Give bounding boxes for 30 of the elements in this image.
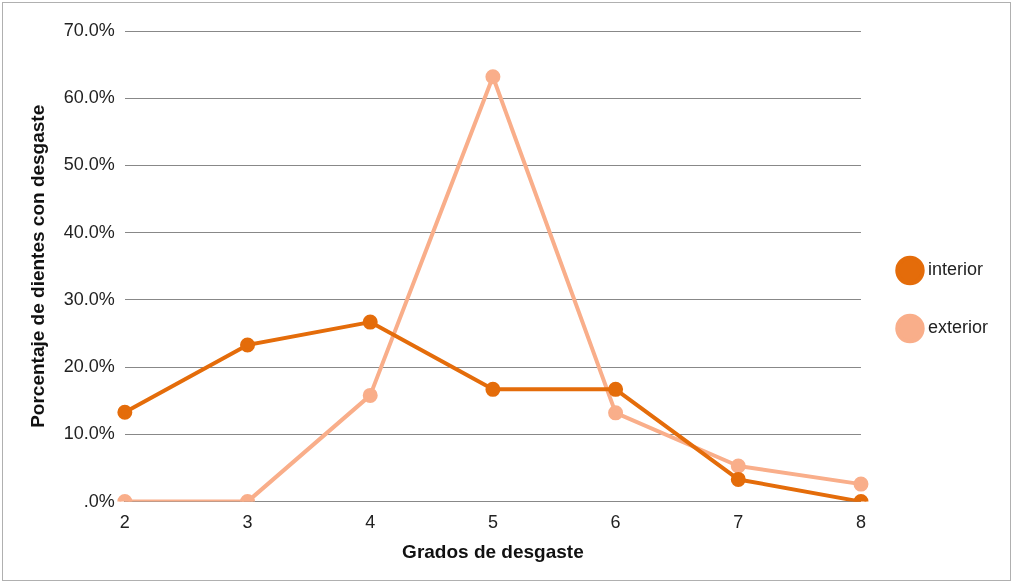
point [608, 381, 624, 397]
y-tick-label: 50.0% [63, 154, 115, 175]
y-tick-label: 40.0% [63, 221, 115, 242]
legend-label: exterior [927, 317, 989, 338]
point [730, 458, 746, 474]
point [730, 471, 746, 487]
x-tick-label: 6 [610, 512, 621, 533]
legend-label: interior [927, 259, 984, 280]
x-axis-title: Grados de desgaste [402, 540, 584, 562]
y-tick-label: 20.0% [63, 356, 115, 377]
point [853, 476, 869, 492]
point [362, 314, 378, 330]
y-tick-label: 30.0% [63, 288, 115, 309]
x-tick-label: 4 [365, 512, 376, 533]
point [485, 69, 501, 85]
point [485, 381, 501, 397]
y-axis-title: Porcentaje de dientes con desgaste [26, 104, 48, 428]
y-tick-label: 10.0% [63, 423, 115, 444]
x-tick-label: 2 [119, 512, 130, 533]
y-tick-label: 60.0% [63, 87, 115, 108]
x-tick-label: 5 [487, 512, 498, 533]
x-tick-label: 8 [855, 512, 866, 533]
point [608, 405, 624, 421]
y-tick-label: .0% [83, 490, 115, 511]
point [362, 387, 378, 403]
point [240, 337, 256, 353]
x-tick-label: 7 [733, 512, 744, 533]
y-tick-label: 70.0% [63, 19, 115, 40]
x-tick-label: 3 [242, 512, 253, 533]
point [117, 404, 133, 420]
